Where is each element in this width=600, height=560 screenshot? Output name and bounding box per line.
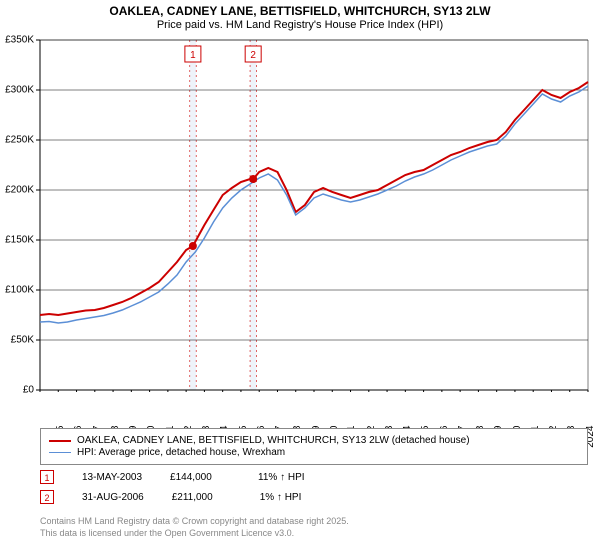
y-tick-label: £0 [23,385,34,396]
y-tick-label: £250K [5,135,34,146]
sale-price: £144,000 [170,472,230,483]
legend-label: HPI: Average price, detached house, Wrex… [77,447,285,458]
footer: Contains HM Land Registry data © Crown c… [40,516,349,539]
sale-marker-number: 2 [40,490,54,504]
sale-row: 1 13-MAY-2003 £144,000 11% ↑ HPI [40,470,318,484]
y-tick-label: £100K [5,285,34,296]
svg-text:2: 2 [250,50,256,61]
sale-date: 31-AUG-2006 [82,492,144,503]
sale-date: 13-MAY-2003 [82,472,142,483]
y-axis-labels: £0£50K£100K£150K£200K£250K£300K£350K [0,0,34,390]
sale-marker-number: 1 [40,470,54,484]
sale-price: £211,000 [172,492,232,503]
footer-line-2: This data is licensed under the Open Gov… [40,528,349,540]
legend: OAKLEA, CADNEY LANE, BETTISFIELD, WHITCH… [40,428,588,465]
sale-delta: 1% ↑ HPI [260,492,320,503]
legend-row: HPI: Average price, detached house, Wrex… [49,447,579,458]
y-tick-label: £300K [5,85,34,96]
sale-delta: 11% ↑ HPI [258,472,318,483]
footer-line-1: Contains HM Land Registry data © Crown c… [40,516,349,528]
y-tick-label: £150K [5,235,34,246]
x-axis-labels: 1995199619971998199920002001200220032004… [0,398,588,432]
chart-plot: 12 [0,0,600,392]
svg-text:1: 1 [190,50,196,61]
legend-swatch [49,440,71,442]
y-tick-label: £200K [5,185,34,196]
legend-swatch [49,452,71,454]
y-tick-label: £350K [5,35,34,46]
legend-row: OAKLEA, CADNEY LANE, BETTISFIELD, WHITCH… [49,435,579,446]
sale-row: 2 31-AUG-2006 £211,000 1% ↑ HPI [40,490,320,504]
legend-label: OAKLEA, CADNEY LANE, BETTISFIELD, WHITCH… [77,435,470,446]
y-tick-label: £50K [11,335,34,346]
chart-container: OAKLEA, CADNEY LANE, BETTISFIELD, WHITCH… [0,0,600,560]
